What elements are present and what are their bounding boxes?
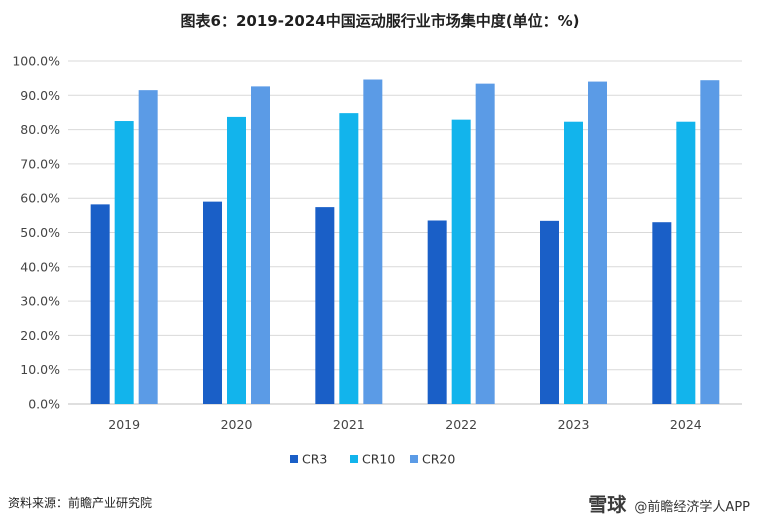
bar-cr3-2019 [90, 204, 110, 404]
bar-cr10-2022 [451, 119, 471, 404]
bars [90, 79, 720, 405]
y-tick-label: 20.0% [20, 328, 60, 343]
y-tick-label: 80.0% [20, 122, 60, 137]
source-note: 资料来源：前瞻产业研究院 [8, 496, 153, 510]
bar-cr10-2019 [114, 121, 134, 405]
x-tick-label: 2022 [445, 417, 477, 432]
y-tick-label: 60.0% [20, 191, 60, 206]
x-tick-label: 2021 [333, 417, 365, 432]
bar-cr10-2021 [339, 113, 359, 405]
y-tick-label: 100.0% [12, 54, 60, 69]
x-tick-label: 2024 [670, 417, 702, 432]
x-axis: 2019 2020 2021 2022 2023 2024 [108, 417, 702, 432]
bar-cr3-2021 [315, 207, 335, 404]
legend: CR3 CR10 CR20 [290, 452, 455, 467]
y-tick-label: 90.0% [20, 88, 60, 103]
x-tick-label: 2020 [221, 417, 253, 432]
bar-cr20-2019 [138, 90, 158, 404]
x-tick-label: 2023 [558, 417, 590, 432]
y-axis: 0.0% 10.0% 20.0% 30.0% 40.0% 50.0% 60.0% 70.0% 8… [12, 54, 60, 412]
legend-swatch-cr10 [350, 455, 358, 463]
brand-account: @前瞻经济学人APP [634, 500, 750, 515]
bar-cr10-2024 [676, 121, 696, 404]
bar-cr10-2023 [564, 121, 583, 404]
legend-label-cr10: CR10 [362, 452, 395, 467]
y-tick-label: 70.0% [20, 156, 60, 171]
legend-swatch-cr3 [290, 455, 298, 463]
legend-label-cr3: CR3 [302, 452, 327, 467]
bar-cr3-2022 [427, 220, 447, 404]
chart-title: 图表6：2019-2024中国运动服行业市场集中度(单位：%) [180, 12, 580, 30]
bar-cr3-2020 [203, 201, 222, 404]
y-tick-label: 50.0% [20, 225, 60, 240]
brand-watermark: 雪球 @前瞻经济学人APP [588, 490, 750, 517]
bar-cr20-2020 [251, 86, 270, 404]
brand-mark: 雪球 [588, 494, 627, 516]
bar-cr3-2024 [652, 222, 672, 404]
y-tick-label: 10.0% [20, 362, 60, 377]
bar-cr20-2024 [700, 80, 720, 404]
x-tick-label: 2019 [108, 417, 140, 432]
y-tick-label: 0.0% [28, 397, 60, 412]
bar-cr10-2020 [227, 116, 246, 404]
bar-cr20-2021 [363, 79, 383, 404]
gridlines [68, 60, 742, 405]
bar-cr20-2022 [475, 83, 495, 404]
y-tick-label: 40.0% [20, 259, 60, 274]
y-tick-label: 30.0% [20, 294, 60, 309]
legend-swatch-cr20 [410, 455, 418, 463]
bar-cr3-2023 [540, 220, 559, 404]
legend-label-cr20: CR20 [422, 452, 455, 467]
bar-cr20-2023 [588, 81, 607, 404]
